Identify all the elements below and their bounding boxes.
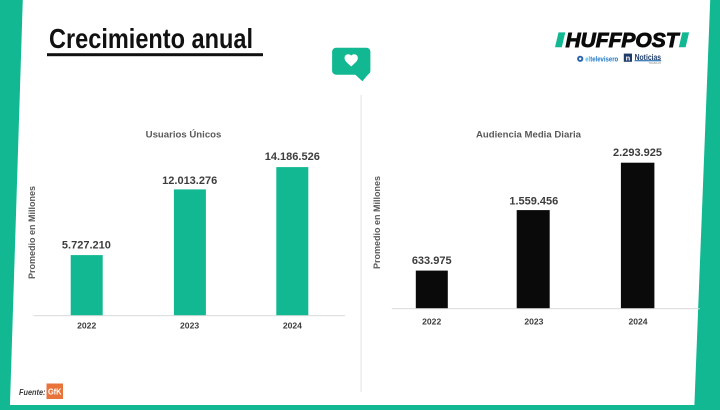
svg-text:Fuente:: Fuente: xyxy=(19,387,46,397)
svg-text:2022: 2022 xyxy=(422,317,441,327)
svg-text:12.013.276: 12.013.276 xyxy=(162,175,217,187)
svg-text:2023: 2023 xyxy=(524,317,543,327)
svg-text:HUFFPOST: HUFFPOST xyxy=(566,29,681,52)
svg-text:Audiencia Media Diaria: Audiencia Media Diaria xyxy=(476,130,582,141)
svg-text:633.975: 633.975 xyxy=(412,255,452,267)
svg-text:Promedio en Millones: Promedio en Millones xyxy=(27,186,37,279)
svg-text:eltelevisero: eltelevisero xyxy=(585,55,618,64)
svg-text:2024: 2024 xyxy=(628,317,647,327)
svg-text:14.186.526: 14.186.526 xyxy=(265,151,320,163)
svg-text:Usuarios Únicos: Usuarios Únicos xyxy=(146,129,222,141)
svg-text:Crecimiento anual: Crecimiento anual xyxy=(49,23,253,54)
svg-text:2.293.925: 2.293.925 xyxy=(613,147,662,159)
svg-text:Noticias: Noticias xyxy=(635,52,662,62)
svg-text:TRABAJO: TRABAJO xyxy=(648,61,662,65)
svg-text:2023: 2023 xyxy=(180,320,199,330)
svg-text:2022: 2022 xyxy=(77,320,96,330)
svg-text:Promedio en Millones: Promedio en Millones xyxy=(372,176,382,269)
svg-text:GfK: GfK xyxy=(48,386,62,396)
svg-text:2024: 2024 xyxy=(283,320,302,330)
svg-text:5.727.210: 5.727.210 xyxy=(62,240,111,252)
svg-text:n: n xyxy=(626,54,631,63)
svg-text:1.559.456: 1.559.456 xyxy=(509,196,558,208)
